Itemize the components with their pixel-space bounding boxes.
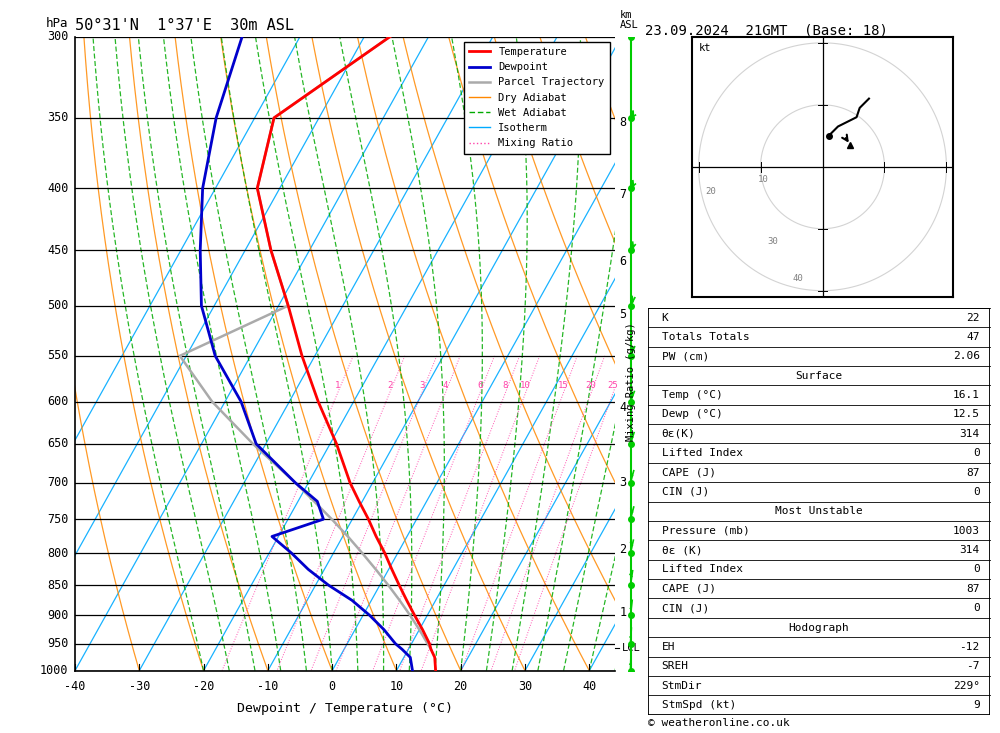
Text: CIN (J): CIN (J)	[662, 603, 709, 613]
Text: Temp (°C): Temp (°C)	[662, 390, 722, 400]
Text: 1003: 1003	[953, 526, 980, 536]
Text: 15: 15	[558, 380, 569, 390]
Text: 22: 22	[966, 312, 980, 323]
Text: 314: 314	[959, 429, 980, 439]
Text: 6: 6	[619, 255, 626, 268]
Text: 229°: 229°	[953, 681, 980, 690]
Text: -20: -20	[193, 680, 214, 693]
Text: 50°31'N  1°37'E  30m ASL: 50°31'N 1°37'E 30m ASL	[75, 18, 294, 33]
Text: 2.06: 2.06	[953, 351, 980, 361]
Text: EH: EH	[662, 642, 675, 652]
Text: 650: 650	[47, 438, 69, 450]
Text: 10: 10	[520, 380, 531, 390]
Text: 700: 700	[47, 476, 69, 490]
Text: 900: 900	[47, 608, 69, 622]
Text: 30: 30	[768, 237, 778, 246]
Text: kt: kt	[699, 43, 711, 53]
Text: 750: 750	[47, 512, 69, 526]
Text: 25: 25	[608, 380, 618, 390]
Text: StmSpd (kt): StmSpd (kt)	[662, 700, 736, 710]
Text: Dewpoint / Temperature (°C): Dewpoint / Temperature (°C)	[237, 702, 453, 715]
Text: Dewp (°C): Dewp (°C)	[662, 410, 722, 419]
Text: 3: 3	[619, 476, 626, 490]
Text: CAPE (J): CAPE (J)	[662, 468, 716, 477]
Text: km
ASL: km ASL	[619, 10, 638, 30]
Text: 0: 0	[973, 564, 980, 575]
Text: 350: 350	[47, 111, 69, 125]
Text: 300: 300	[47, 30, 69, 43]
Text: 20: 20	[706, 187, 716, 196]
Text: 0: 0	[973, 448, 980, 458]
Text: 800: 800	[47, 547, 69, 560]
Text: 40: 40	[792, 274, 803, 283]
Text: 12.5: 12.5	[953, 410, 980, 419]
Text: 4: 4	[443, 380, 448, 390]
Text: 1000: 1000	[40, 664, 69, 677]
Text: Mixing Ratio (g/kg): Mixing Ratio (g/kg)	[626, 322, 636, 441]
Text: K: K	[662, 312, 668, 323]
Text: -10: -10	[257, 680, 279, 693]
Text: 7: 7	[619, 188, 626, 201]
Text: 550: 550	[47, 350, 69, 362]
Text: 87: 87	[966, 468, 980, 477]
Text: Totals Totals: Totals Totals	[662, 332, 749, 342]
Text: 1: 1	[335, 380, 340, 390]
Text: 450: 450	[47, 243, 69, 257]
Text: Most Unstable: Most Unstable	[775, 507, 863, 516]
Text: 0: 0	[973, 487, 980, 497]
Text: 400: 400	[47, 182, 69, 195]
Text: Pressure (mb): Pressure (mb)	[662, 526, 749, 536]
Text: 2: 2	[387, 380, 392, 390]
Text: StmDir: StmDir	[662, 681, 702, 690]
Text: 8: 8	[503, 380, 508, 390]
Text: 87: 87	[966, 583, 980, 594]
Text: 10: 10	[758, 174, 769, 184]
Text: PW (cm): PW (cm)	[662, 351, 709, 361]
Text: Lifted Index: Lifted Index	[662, 448, 743, 458]
Text: 500: 500	[47, 299, 69, 312]
Text: -7: -7	[966, 661, 980, 671]
Text: 20: 20	[586, 380, 596, 390]
Text: Lifted Index: Lifted Index	[662, 564, 743, 575]
Text: 40: 40	[582, 680, 596, 693]
Text: 6: 6	[477, 380, 483, 390]
Text: 600: 600	[47, 395, 69, 408]
Text: θε(K): θε(K)	[662, 429, 695, 439]
Text: 9: 9	[973, 700, 980, 710]
Text: 30: 30	[518, 680, 532, 693]
Text: 10: 10	[389, 680, 404, 693]
Text: hPa: hPa	[46, 18, 69, 30]
Text: 8: 8	[619, 116, 626, 129]
Text: 314: 314	[959, 545, 980, 555]
Text: CIN (J): CIN (J)	[662, 487, 709, 497]
Text: 2: 2	[619, 543, 626, 556]
Text: 4: 4	[619, 401, 626, 414]
Text: LCL: LCL	[621, 643, 640, 653]
Text: 23.09.2024  21GMT  (Base: 18): 23.09.2024 21GMT (Base: 18)	[645, 23, 888, 37]
Text: -40: -40	[64, 680, 86, 693]
Text: 3: 3	[419, 380, 424, 390]
Text: Hodograph: Hodograph	[789, 622, 849, 633]
Text: 1: 1	[619, 605, 626, 619]
Text: -12: -12	[959, 642, 980, 652]
Text: CAPE (J): CAPE (J)	[662, 583, 716, 594]
Text: θε (K): θε (K)	[662, 545, 702, 555]
Text: 0: 0	[329, 680, 336, 693]
Text: 850: 850	[47, 578, 69, 592]
Text: 950: 950	[47, 637, 69, 650]
Text: 0: 0	[973, 603, 980, 613]
Text: SREH: SREH	[662, 661, 689, 671]
Legend: Temperature, Dewpoint, Parcel Trajectory, Dry Adiabat, Wet Adiabat, Isotherm, Mi: Temperature, Dewpoint, Parcel Trajectory…	[464, 42, 610, 153]
Text: © weatheronline.co.uk: © weatheronline.co.uk	[648, 718, 790, 728]
Text: Surface: Surface	[795, 371, 843, 380]
Text: 47: 47	[966, 332, 980, 342]
Text: 20: 20	[454, 680, 468, 693]
Text: 5: 5	[619, 308, 626, 320]
Text: 16.1: 16.1	[953, 390, 980, 400]
Text: -30: -30	[129, 680, 150, 693]
